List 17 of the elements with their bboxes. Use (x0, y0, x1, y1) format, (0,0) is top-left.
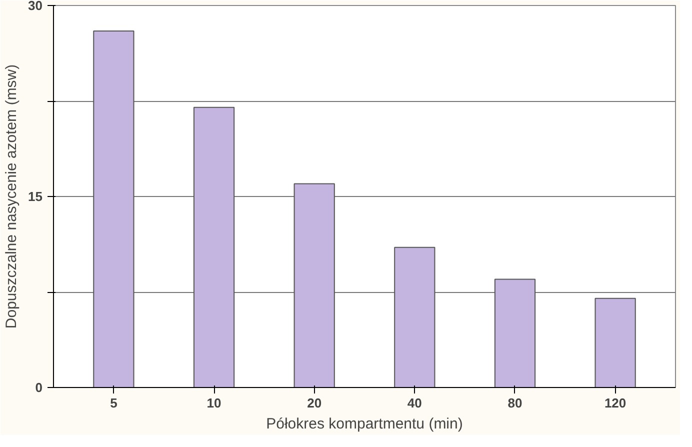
bar (93, 30, 134, 388)
x-tick-label: 5 (110, 396, 118, 410)
x-tick-label: 20 (307, 396, 322, 410)
y-tick-label: 0 (35, 380, 43, 395)
x-tick-label: 80 (508, 396, 522, 410)
bar (294, 183, 335, 388)
bar (494, 278, 536, 388)
x-tick-label: 10 (206, 396, 222, 410)
x-axis-title: Półokres kompartmentu (min) (266, 416, 463, 432)
x-tick-label: 40 (407, 396, 422, 410)
x-tick-label: 120 (604, 396, 626, 410)
bar (594, 298, 636, 388)
y-axis-title: Dopuszczalne nasycenie azotem (msw) (3, 64, 20, 329)
y-tick-label: 30 (28, 0, 43, 13)
bar (193, 106, 235, 388)
y-tick-label: 15 (28, 189, 43, 204)
bar (394, 246, 436, 388)
